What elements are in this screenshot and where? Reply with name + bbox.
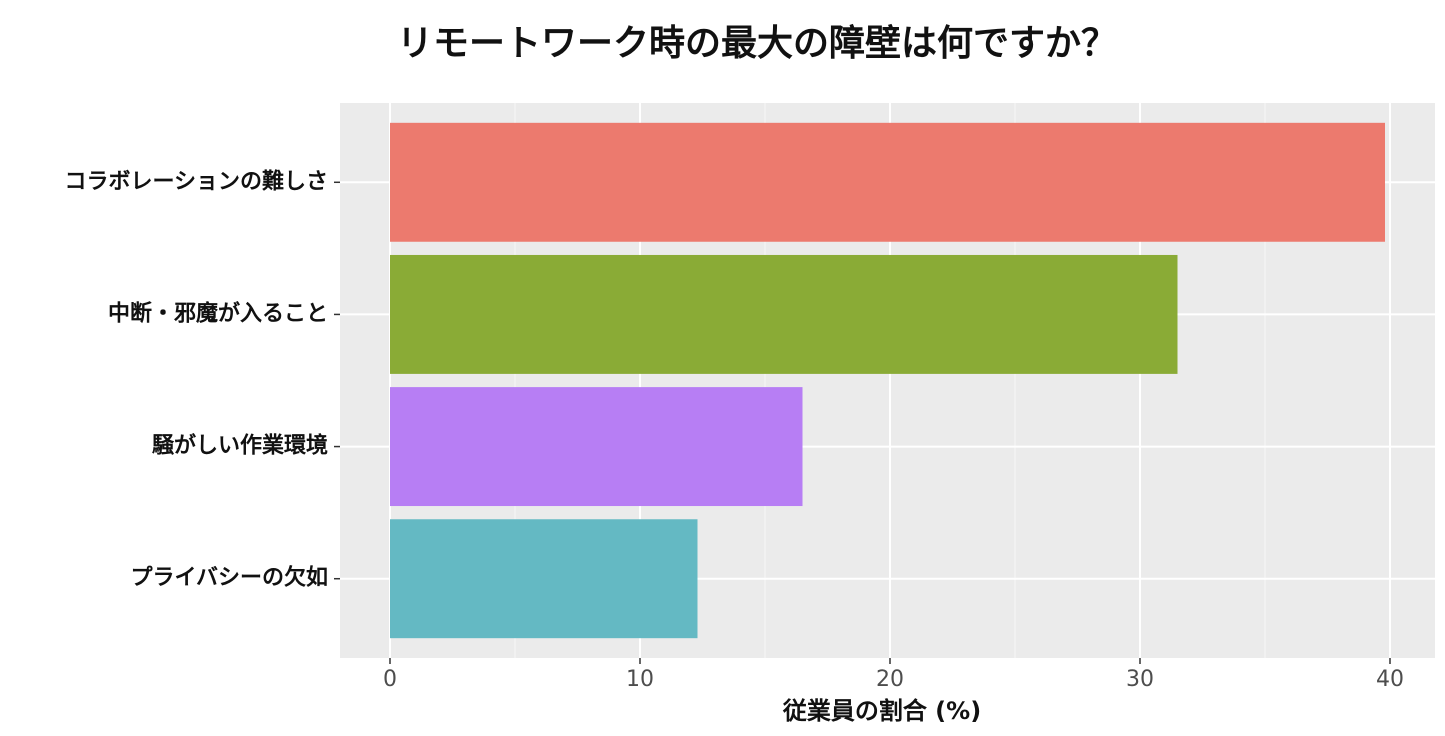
bar xyxy=(390,254,1178,374)
bar xyxy=(390,122,1385,242)
y-tick-label: プライバシーの欠如 xyxy=(130,565,328,591)
x-tick-label: 40 xyxy=(1376,667,1404,692)
x-tick-label: 30 xyxy=(1126,667,1154,692)
x-tick-label: 20 xyxy=(876,667,904,692)
y-tick-label: 騒がしい作業環境 xyxy=(152,433,328,459)
bar xyxy=(390,387,803,507)
bar xyxy=(390,519,698,639)
x-axis-label: 従業員の割合 (%) xyxy=(782,697,981,725)
y-tick-label: 中断・邪魔が入ること xyxy=(108,300,328,326)
x-tick-label: 10 xyxy=(626,667,654,692)
x-tick-label: 0 xyxy=(383,667,397,692)
chart-title: リモートワーク時の最大の障壁は何ですか？ xyxy=(397,23,1117,64)
y-tick-label: コラボレーションの難しさ xyxy=(64,168,328,194)
